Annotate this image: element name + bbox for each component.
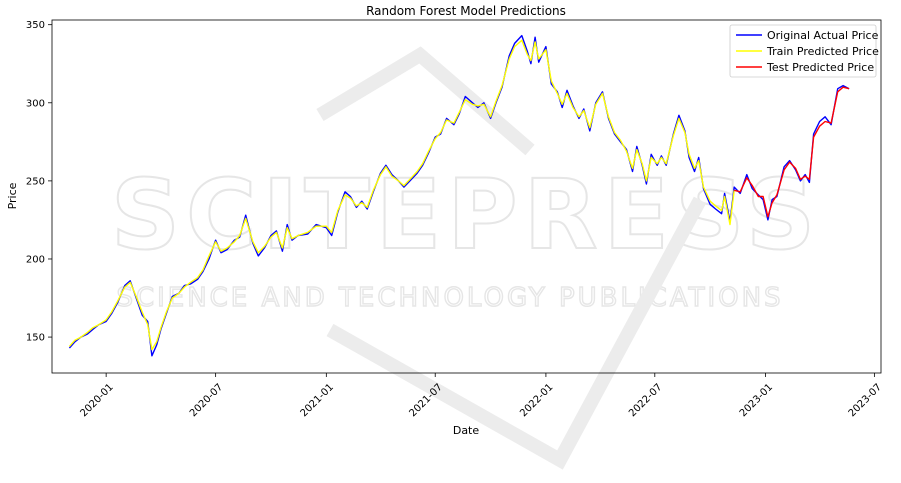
legend-label-test: Test Predicted Price: [766, 61, 874, 74]
x-tick-label: 2022-07: [627, 382, 664, 419]
y-axis-label: Price: [6, 182, 19, 209]
legend: Original Actual Price Train Predicted Pr…: [729, 24, 879, 78]
y-tick-label: 350: [26, 20, 45, 31]
y-axis: 150 200 250 300 350: [26, 20, 52, 344]
watermark: SCITEPRESS SCIENCE AND TECHNOLOGY PUBLIC…: [110, 46, 821, 470]
chart-title: Random Forest Model Predictions: [366, 4, 566, 18]
y-tick-label: 150: [26, 333, 45, 344]
x-tick-label: 2022-01: [518, 382, 555, 419]
legend-label-actual: Original Actual Price: [767, 29, 879, 42]
series-group: [68, 34, 850, 357]
y-tick-label: 250: [26, 176, 45, 187]
series-line-train: [68, 39, 735, 351]
watermark-sub-text: SCIENCE AND TECHNOLOGY PUBLICATIONS: [116, 283, 783, 313]
x-axis-label: Date: [453, 424, 480, 437]
y-tick-label: 300: [26, 98, 45, 109]
legend-box: [729, 24, 877, 78]
plot-frame: [51, 19, 882, 374]
series-line-test: [734, 86, 850, 218]
x-tick-label: 2023-01: [738, 382, 775, 419]
x-tick-label: 2020-07: [188, 382, 225, 419]
x-tick-label: 2021-01: [299, 382, 336, 419]
x-tick-label: 2023-07: [847, 382, 884, 419]
legend-label-train: Train Predicted Price: [766, 45, 879, 58]
y-tick-label: 200: [26, 254, 45, 265]
watermark-main-text: SCITEPRESS: [111, 159, 821, 271]
x-tick-label: 2020-01: [78, 382, 115, 419]
